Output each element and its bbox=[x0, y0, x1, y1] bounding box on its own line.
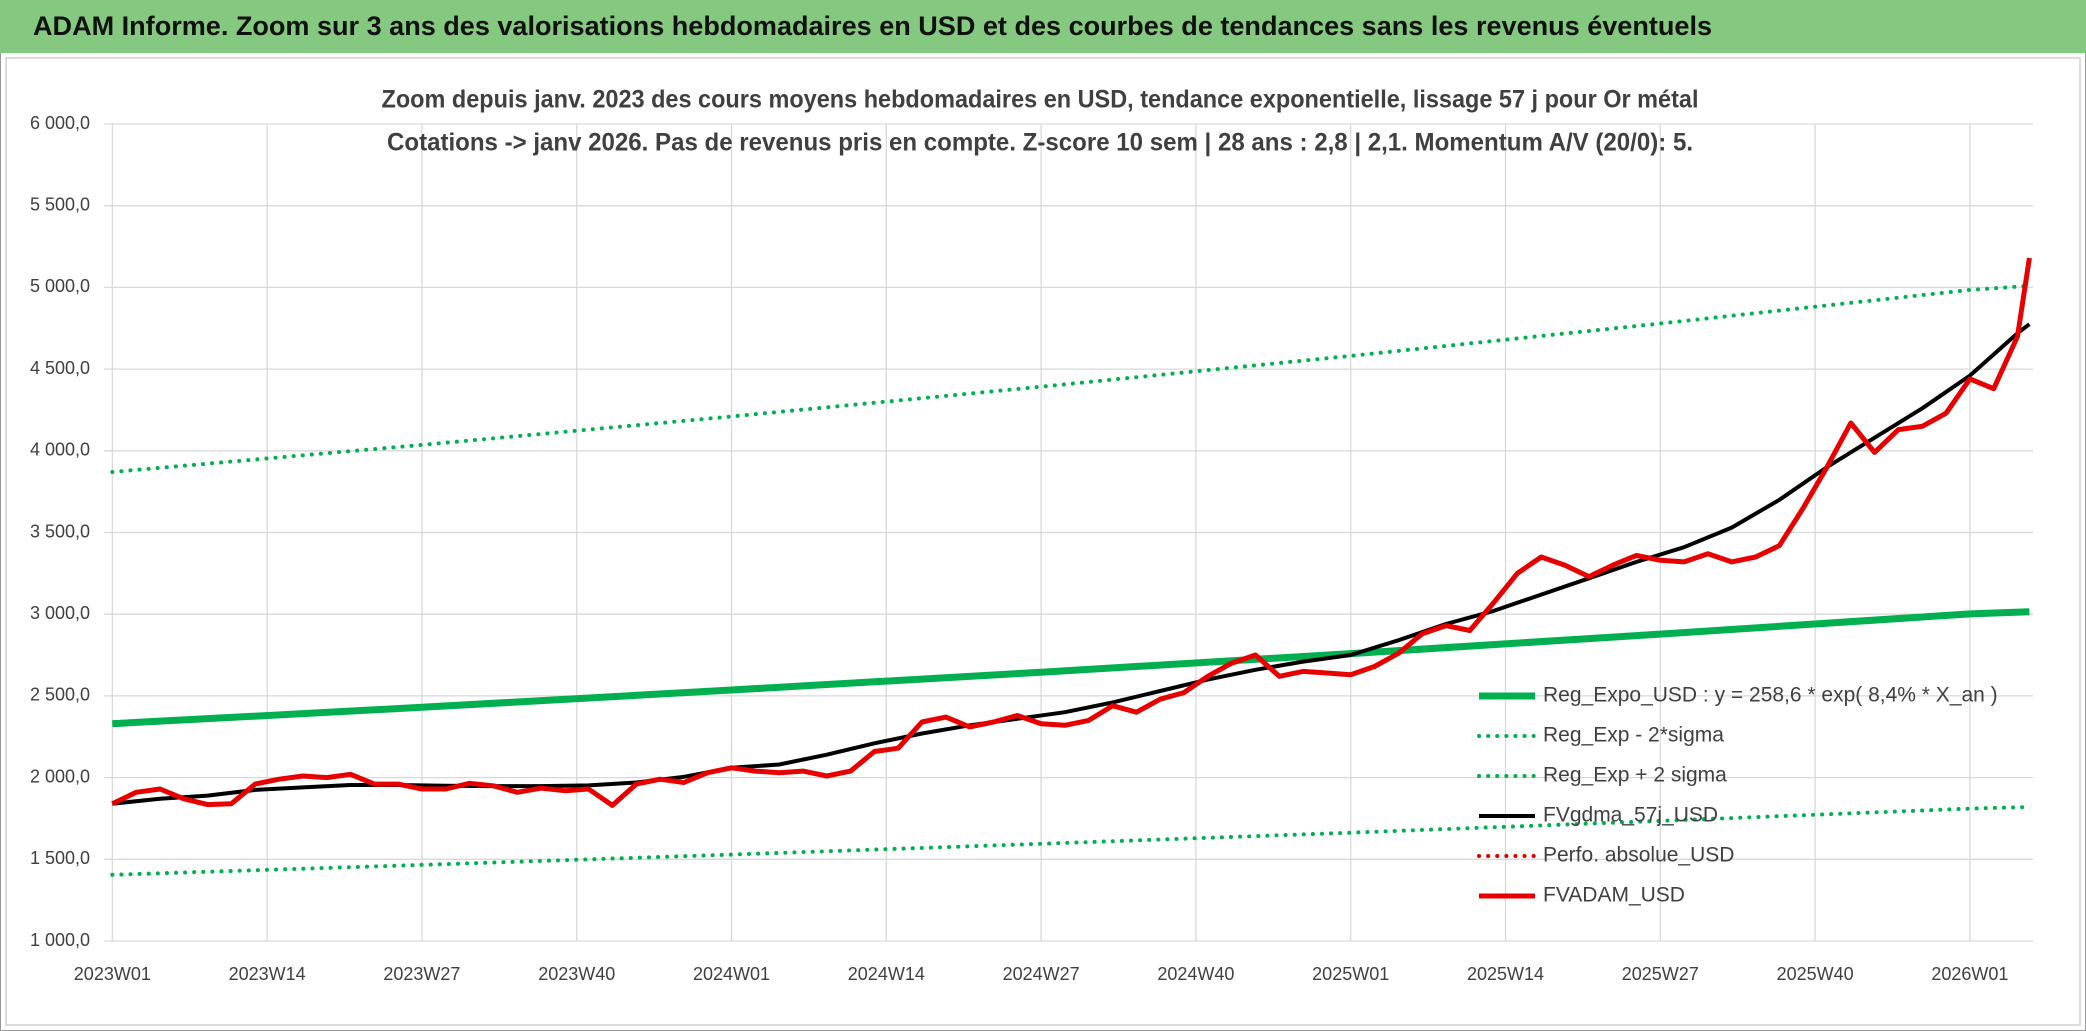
chart-area bbox=[5, 57, 2081, 1026]
x-tick-label: 2023W27 bbox=[383, 964, 460, 984]
x-tick-label: 2024W40 bbox=[1157, 964, 1234, 984]
x-tick-label: 2026W01 bbox=[1931, 964, 2008, 984]
legend-label: Reg_Exp - 2*sigma bbox=[1543, 724, 1724, 747]
x-tick-label: 2023W14 bbox=[229, 964, 306, 984]
y-tick-label: 5 000,0 bbox=[30, 276, 90, 296]
x-tick-label: 2025W01 bbox=[1312, 964, 1389, 984]
y-tick-label: 3 500,0 bbox=[30, 521, 90, 541]
legend-label: Reg_Exp + 2 sigma bbox=[1543, 764, 1727, 787]
series-line bbox=[110, 283, 2032, 474]
x-tick-label: 2023W40 bbox=[538, 964, 615, 984]
legend-label: Perfo. absolue_USD bbox=[1543, 844, 1734, 867]
x-tick-label: 2024W01 bbox=[693, 964, 770, 984]
legend-label: Reg_Expo_USD : y = 258,6 * exp( 8,4% * X… bbox=[1543, 684, 1998, 707]
legend-label: FVgdma_57j_USD bbox=[1543, 804, 1718, 827]
y-tick-label: 4 000,0 bbox=[30, 440, 90, 460]
y-tick-label: 1 000,0 bbox=[30, 930, 90, 950]
chart-subtitle: Cotations -> janv 2026. Pas de revenus p… bbox=[387, 129, 1693, 157]
y-tick-label: 6 000,0 bbox=[30, 113, 90, 133]
y-tick-label: 1 500,0 bbox=[30, 848, 90, 868]
plot: 1 000,0 1 500,0 2 000,0 2 500,0 3 000,0 3 500… bbox=[30, 113, 2033, 984]
legend-label: FVADAM_USD bbox=[1543, 884, 1685, 907]
y-tick-label: 2 000,0 bbox=[30, 766, 90, 786]
series-line bbox=[112, 608, 2030, 728]
y-tick-label: 5 500,0 bbox=[30, 194, 90, 214]
header-band bbox=[0, 0, 2086, 53]
y-tick-label: 2 500,0 bbox=[30, 685, 90, 705]
chart-title: Zoom depuis janv. 2023 des cours moyens … bbox=[382, 86, 1699, 114]
header-title: ADAM Informe. Zoom sur 3 ans des valoris… bbox=[33, 11, 1712, 41]
series-line bbox=[110, 805, 2032, 877]
x-tick-label: 2023W01 bbox=[74, 964, 151, 984]
x-tick-label: 2025W40 bbox=[1777, 964, 1854, 984]
x-tick-label: 2024W14 bbox=[848, 964, 925, 984]
series-line bbox=[111, 257, 2032, 808]
y-tick-label: 4 500,0 bbox=[30, 358, 90, 378]
x-tick-label: 2025W27 bbox=[1622, 964, 1699, 984]
y-tick-label: 3 000,0 bbox=[30, 603, 90, 623]
x-tick-label: 2025W14 bbox=[1467, 964, 1544, 984]
x-tick-label: 2024W27 bbox=[1003, 964, 1080, 984]
series-line bbox=[112, 322, 2031, 806]
